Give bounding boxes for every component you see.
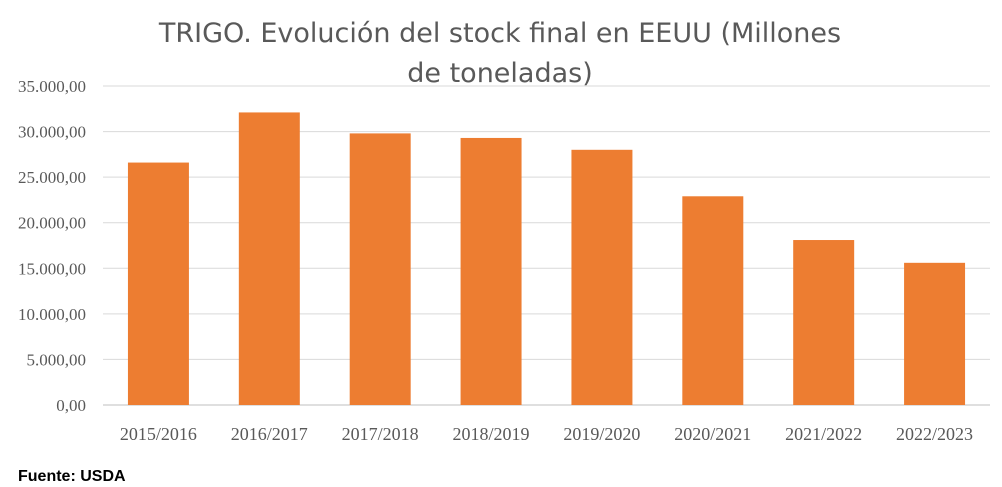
bars [127, 112, 966, 406]
bar [682, 196, 744, 405]
source-note: Fuente: USDA [18, 468, 126, 485]
y-tick-label: 20.000,00 [18, 214, 86, 233]
y-tick-label: 35.000,00 [18, 77, 86, 96]
x-axis-ticks: 2015/2016 2016/2017 2017/2018 2018/2019 2019… [120, 424, 973, 444]
x-tick-label: 2020/2021 [674, 424, 751, 444]
x-tick-label: 2018/2019 [453, 424, 530, 444]
x-tick-label: 2017/2018 [342, 424, 419, 444]
bar [349, 133, 411, 405]
x-tick-label: 2015/2016 [120, 424, 197, 444]
y-tick-label: 0,00 [56, 396, 86, 415]
x-tick-label: 2019/2020 [563, 424, 640, 444]
bar [571, 149, 633, 405]
bar [904, 262, 966, 405]
y-tick-label: 5.000,00 [27, 350, 87, 369]
gridlines [103, 85, 990, 406]
bar [793, 240, 855, 405]
bar [238, 112, 300, 405]
y-tick-label: 10.000,00 [18, 305, 86, 324]
x-tick-label: 2022/2023 [896, 424, 973, 444]
bar [460, 137, 522, 406]
y-tick-label: 25.000,00 [18, 168, 86, 187]
chart-title: TRIGO. Evolución del stock final en EEUU… [158, 18, 842, 89]
y-tick-label: 30.000,00 [18, 123, 86, 142]
x-tick-label: 2021/2022 [785, 424, 862, 444]
y-axis-ticks: 0,00 5.000,00 10.000,00 15.000,00 20.000,00 2… [18, 77, 86, 415]
y-tick-label: 15.000,00 [18, 259, 86, 278]
x-tick-label: 2016/2017 [231, 424, 308, 444]
bar [127, 162, 189, 405]
